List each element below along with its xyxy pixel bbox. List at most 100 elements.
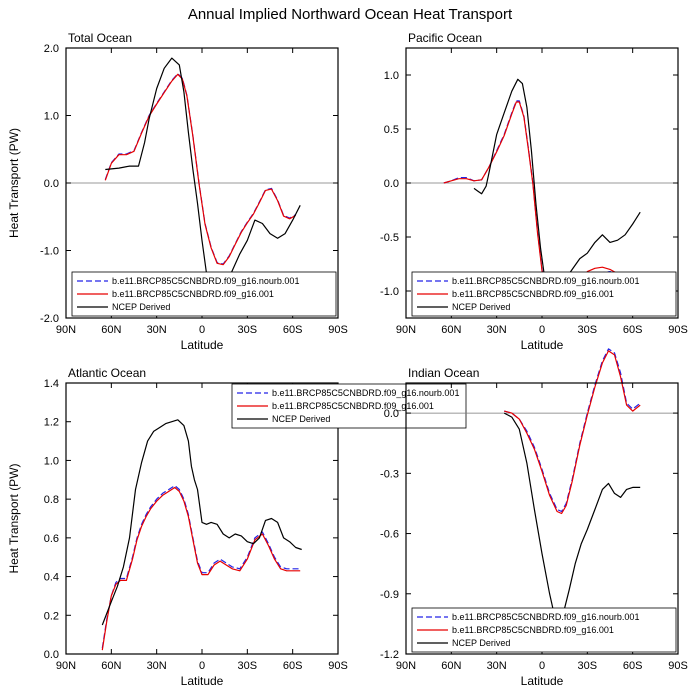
x-tick-label: 30N — [487, 324, 507, 336]
panel-title: Atlantic Ocean — [68, 366, 146, 380]
y-tick-label: 0.0 — [44, 178, 59, 190]
y-tick-label: 0.0 — [384, 408, 399, 420]
plot-frame — [405, 382, 679, 655]
x-tick-label: 30N — [147, 660, 167, 672]
x-tick-label: 60S — [623, 324, 643, 336]
series-line-2 — [504, 350, 641, 515]
y-tick-label: -0.9 — [380, 589, 399, 601]
series-line-3 — [105, 57, 301, 302]
legend-label: NCEP Derived — [452, 302, 510, 312]
y-tick-label: 2.0 — [44, 43, 59, 55]
x-tick-label: 90N — [396, 324, 416, 336]
y-tick-label: -0.3 — [380, 468, 399, 480]
legend-box — [411, 271, 677, 317]
legend-label: b.e11.BRCP85C5CNBDRD.f09_g16.nourb.001 — [452, 276, 639, 286]
y-tick-label: 1.0 — [44, 455, 59, 467]
y-axis-label: Heat Transport (PW) — [7, 128, 21, 238]
legend-label: NCEP Derived — [112, 302, 170, 312]
figure-title: Annual Implied Northward Ocean Heat Tran… — [188, 6, 513, 23]
y-tick-label: 0.2 — [44, 610, 59, 622]
x-axis-label: Latitude — [181, 674, 224, 688]
legend-label: b.e11.BRCP85C5CNBDRD.f09_g16.001 — [452, 289, 614, 299]
y-tick-label: 0.0 — [384, 178, 399, 190]
x-tick-label: 60S — [623, 660, 643, 672]
x-tick-label: 30N — [487, 660, 507, 672]
panel-1: 90N 60N 30N 0 30S 60S 90S -2.0 -1.0 0.0 1.0 2.0 Tota… — [7, 31, 348, 352]
y-tick-label: 0.0 — [44, 649, 59, 661]
legend: b.e11.BRCP85C5CNBDRD.f09_g16.nourb.001 b.… — [71, 271, 337, 317]
y-tick-label: 1.4 — [44, 378, 59, 390]
series-line-1 — [104, 73, 296, 265]
x-tick-label: 60S — [283, 324, 303, 336]
y-tick-label: -1.0 — [380, 286, 399, 298]
x-tick-label: 90N — [56, 324, 76, 336]
legend-box — [71, 271, 337, 317]
x-tick-label: 0 — [199, 324, 205, 336]
x-tick-label: 60N — [441, 324, 461, 336]
series-line-1 — [101, 485, 301, 649]
x-tick-label: 90S — [668, 324, 688, 336]
x-tick-label: 90N — [396, 660, 416, 672]
x-tick-label: 60S — [283, 660, 303, 672]
x-tick-label: 60N — [101, 660, 121, 672]
legend-box — [411, 607, 677, 653]
plot-frame — [405, 47, 679, 319]
panel-4: 90N 60N 30N 0 30S 60S 90S -1.2 -0.9 -0.6 -0.3 0.0 In… — [380, 348, 688, 688]
x-tick-label: 60N — [441, 660, 461, 672]
x-tick-label: 30S — [238, 324, 258, 336]
x-tick-label: 60N — [101, 324, 121, 336]
x-tick-label: 0 — [539, 324, 545, 336]
x-tick-label: 90N — [56, 660, 76, 672]
y-tick-label: -2.0 — [40, 313, 59, 325]
series-line-3 — [503, 412, 641, 621]
y-axis-label: Heat Transport (PW) — [7, 463, 21, 573]
y-tick-label: 0.8 — [44, 494, 59, 506]
x-axis-label: Latitude — [521, 338, 564, 352]
x-tick-label: 90S — [328, 660, 348, 672]
plot-frame — [65, 47, 339, 319]
x-tick-label: 30N — [147, 324, 167, 336]
legend-label: NCEP Derived — [452, 638, 510, 648]
series-line-3 — [101, 419, 302, 626]
x-tick-label: 30S — [578, 324, 598, 336]
y-tick-label: -1.0 — [40, 246, 59, 258]
y-tick-label: 1.2 — [44, 417, 59, 429]
x-tick-label: 90S — [668, 660, 688, 672]
y-tick-label: 0.4 — [44, 572, 59, 584]
x-tick-label: 0 — [199, 660, 205, 672]
panel-3: 90N 60N 30N 0 30S 60S 90S 0.0 0.2 0.4 0.6 0.8 1.0 1.2… — [7, 366, 467, 688]
panel-2: 90N 60N 30N 0 30S 60S 90S -1.0 -0.5 0.0 0.5 1.0 Paci… — [380, 31, 688, 352]
legend: b.e11.BRCP85C5CNBDRD.f09_g16.nourb.001 b.… — [411, 271, 677, 317]
legend-label: b.e11.BRCP85C5CNBDRD.f09_g16.nourb.001 — [272, 388, 459, 398]
series-line-2 — [104, 73, 296, 266]
plot-frame — [65, 382, 339, 655]
legend-label: b.e11.BRCP85C5CNBDRD.f09_g16.001 — [112, 289, 274, 299]
y-tick-label: -0.5 — [380, 232, 399, 244]
series-line-2 — [101, 486, 301, 651]
y-tick-label: 1.0 — [44, 111, 59, 123]
y-tick-label: 0.5 — [384, 124, 399, 136]
panel-title: Total Ocean — [68, 31, 132, 45]
x-tick-label: 30S — [238, 660, 258, 672]
legend-label: b.e11.BRCP85C5CNBDRD.f09_g16.nourb.001 — [452, 612, 639, 622]
legend-label: b.e11.BRCP85C5CNBDRD.f09_g16.nourb.001 — [112, 276, 299, 286]
legend: b.e11.BRCP85C5CNBDRD.f09_g16.nourb.001 b.… — [411, 607, 677, 653]
series-line-2 — [443, 101, 639, 315]
x-tick-label: 90S — [328, 324, 348, 336]
x-tick-label: 30S — [578, 660, 598, 672]
y-tick-label: -0.6 — [380, 529, 399, 541]
legend: b.e11.BRCP85C5CNBDRD.f09_g16.nourb.001 b.… — [231, 383, 467, 429]
panel-title: Pacific Ocean — [408, 31, 482, 45]
panel-title: Indian Ocean — [408, 366, 479, 380]
x-axis-label: Latitude — [521, 674, 564, 688]
legend-label: b.e11.BRCP85C5CNBDRD.f09_g16.001 — [272, 401, 434, 411]
y-tick-label: 1.0 — [384, 70, 399, 82]
x-axis-label: Latitude — [181, 338, 224, 352]
series-line-3 — [473, 78, 641, 290]
chart-panels: 90N 60N 30N 0 30S 60S 90S -2.0 -1.0 0.0 1.0 2.0 Tota… — [7, 31, 688, 688]
x-tick-label: 0 — [539, 660, 545, 672]
y-tick-label: 0.6 — [44, 533, 59, 545]
legend-label: NCEP Derived — [272, 414, 330, 424]
y-tick-label: -1.2 — [380, 649, 399, 661]
